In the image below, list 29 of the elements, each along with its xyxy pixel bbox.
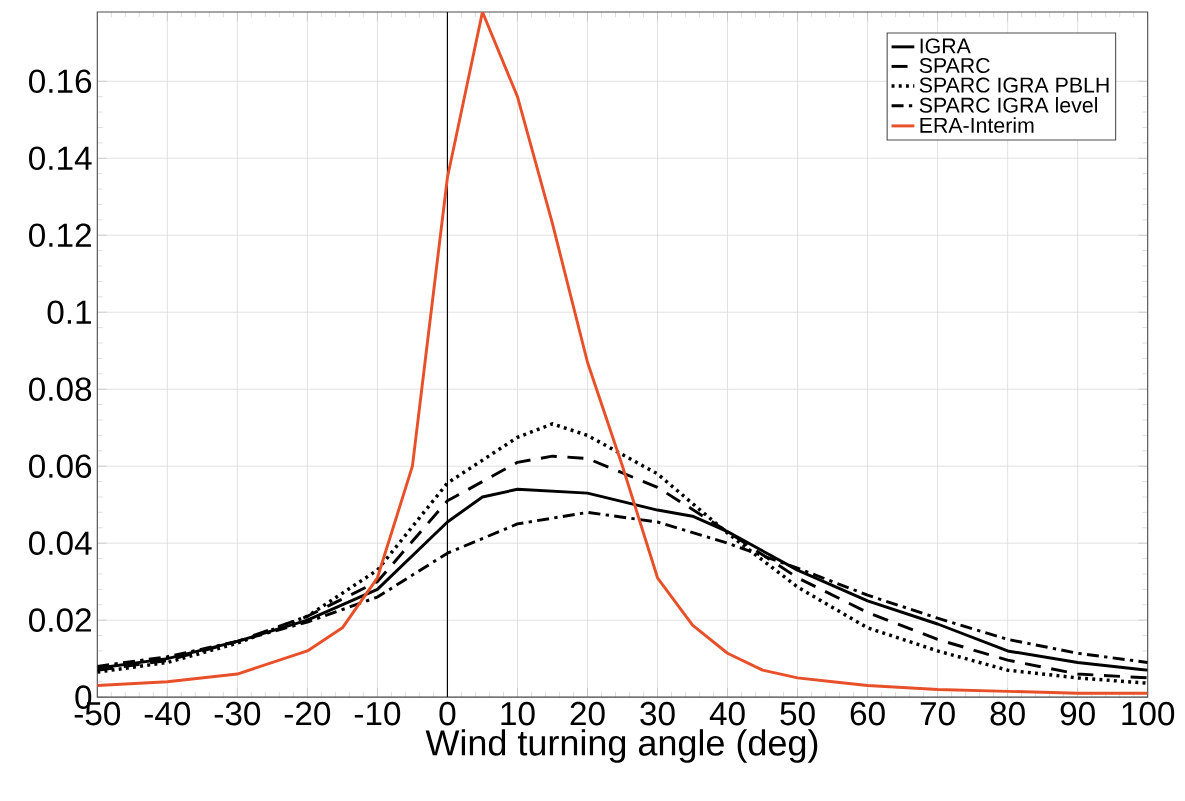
x-tick-label: -10 (354, 701, 401, 726)
x-tick-label: 30 (640, 701, 675, 726)
y-tick-label: 0.16 (29, 69, 92, 94)
y-tick-label: 0.02 (29, 608, 91, 632)
x-axis-title: Wind turning angle (deg) (425, 729, 818, 763)
x-tick-label: -30 (214, 701, 261, 726)
x-tick-label: 10 (501, 701, 535, 726)
legend-label: SPARC (919, 57, 990, 74)
y-tick-label: 0.14 (29, 146, 92, 171)
y-tick-label: 0.1 (47, 300, 91, 324)
y-tick-label: 0.04 (29, 531, 92, 555)
x-tick-label: 0 (439, 701, 456, 726)
x-tick-label: -40 (144, 701, 191, 726)
x-tick-label: 90 (1060, 701, 1095, 726)
x-tick-label: -20 (284, 701, 331, 726)
x-tick-label: 60 (850, 701, 885, 726)
legend-label: IGRA (920, 38, 971, 54)
x-tick-label: 70 (920, 701, 955, 726)
legend-label: SPARC IGRA level (919, 97, 1097, 113)
x-tick-label: 20 (570, 701, 605, 726)
x-tick-label: 100 (1122, 701, 1175, 726)
legend-label: SPARC IGRA PBLH (919, 77, 1109, 93)
x-tick-label: 80 (990, 701, 1025, 726)
x-tick-label: 50 (780, 701, 815, 726)
y-tick-label: 0.08 (29, 377, 92, 401)
y-tick-label: 0.12 (29, 223, 91, 247)
x-tick-label: 40 (709, 701, 745, 726)
legend-label: ERA-Interim (920, 117, 1034, 133)
y-tick-label: 0.06 (29, 454, 92, 478)
